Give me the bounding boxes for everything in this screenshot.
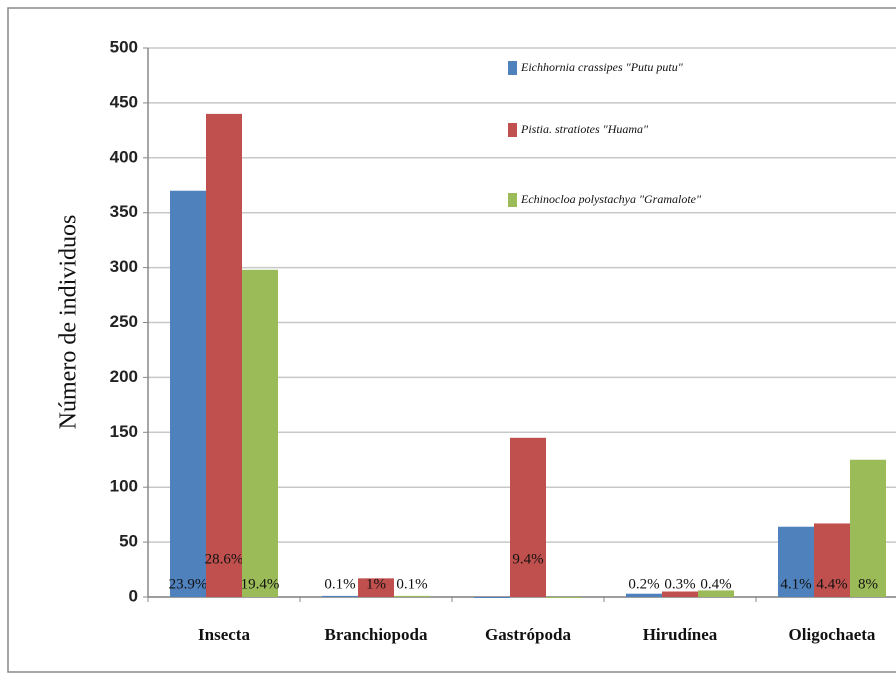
x-tick-label: Insecta: [198, 625, 250, 644]
bar: [170, 190, 206, 598]
data-label: 4.4%: [816, 576, 847, 592]
y-tick-label: 250: [110, 312, 138, 331]
x-tick-label: Gastrópoda: [485, 625, 571, 644]
bar: [546, 597, 582, 598]
bar: [242, 269, 278, 597]
bar: [510, 437, 546, 597]
legend-label: Echinocloa polystachya "Gramalote": [520, 192, 702, 206]
bar: [662, 591, 698, 597]
y-tick-label: 150: [110, 422, 138, 441]
data-label: 23.9%: [169, 576, 208, 592]
bar: [778, 526, 814, 597]
data-label: 0.2%: [628, 576, 659, 592]
data-label: 4.1%: [780, 576, 811, 592]
legend-swatch: [508, 123, 517, 137]
y-tick-label: 100: [110, 477, 138, 496]
bar: [698, 590, 734, 597]
bar: [814, 523, 850, 597]
y-axis-label: Número de individuos: [56, 215, 82, 430]
data-label: 0.1%: [396, 576, 427, 592]
data-label: 0.4%: [700, 576, 731, 592]
data-label: 19.4%: [241, 576, 280, 592]
data-label: 0.1%: [324, 576, 355, 592]
legend-swatch: [508, 193, 517, 207]
bar: [626, 593, 662, 597]
y-tick-label: 350: [110, 202, 138, 221]
bar: [358, 578, 394, 597]
y-tick-label: 200: [110, 367, 138, 386]
legend-label: Pistia. stratiotes "Huama": [520, 122, 649, 136]
legend-swatch: [508, 61, 517, 75]
data-label: 1%: [366, 576, 386, 592]
x-tick-label: Oligochaeta: [789, 625, 876, 644]
bar: [206, 113, 242, 597]
y-tick-label: 450: [110, 92, 138, 111]
bar: [394, 595, 430, 597]
y-tick-label: 300: [110, 257, 138, 276]
x-tick-label: Hirudínea: [643, 625, 718, 644]
y-tick-label: 0: [129, 586, 138, 605]
y-tick-label: 50: [119, 532, 138, 551]
data-label: 28.6%: [205, 551, 244, 567]
data-label: 8%: [858, 576, 878, 592]
bar: [850, 459, 886, 597]
y-tick-label: 400: [110, 147, 138, 166]
bar: [474, 597, 510, 598]
frame: [7, 7, 896, 673]
data-label: 0.3%: [664, 576, 695, 592]
legend-label: Eichhornia crassipes "Putu putu": [520, 60, 684, 74]
bar: [322, 595, 358, 597]
data-label: 9.4%: [512, 551, 543, 567]
x-tick-label: Branchiopoda: [325, 625, 428, 644]
y-tick-label: 500: [110, 37, 138, 56]
